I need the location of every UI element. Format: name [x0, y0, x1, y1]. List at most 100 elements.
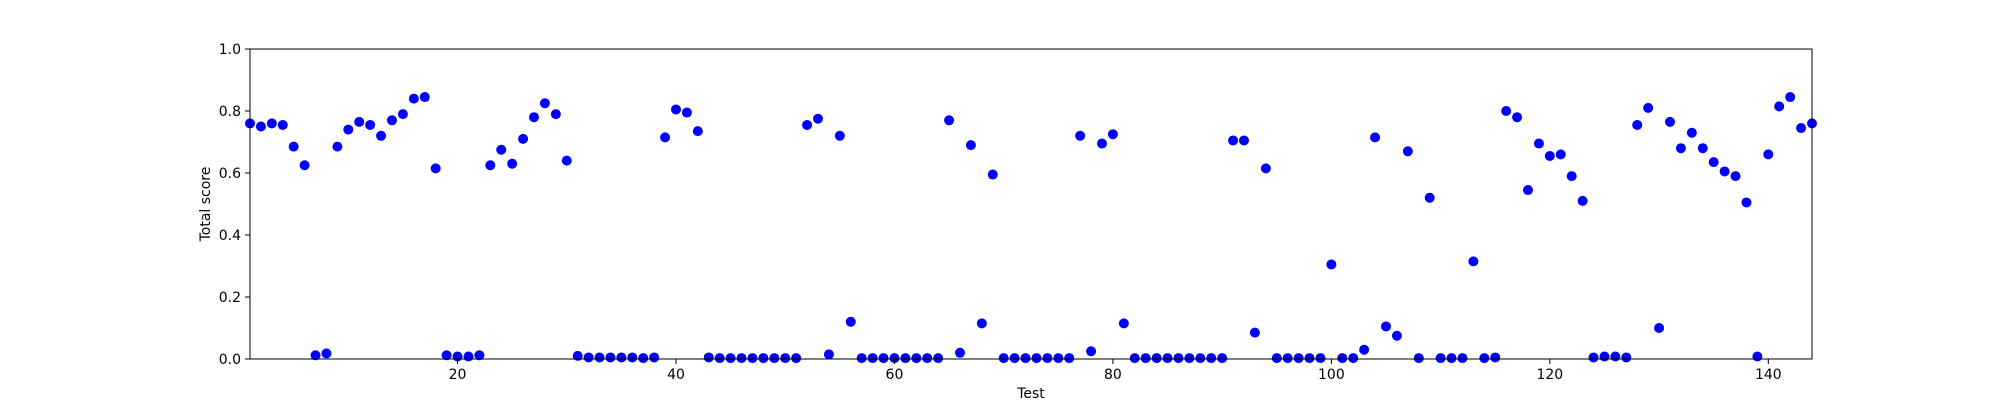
- data-point: [354, 116, 365, 127]
- y-tick-label: 0.8: [219, 104, 241, 120]
- data-point: [1206, 353, 1217, 364]
- data-point: [867, 353, 878, 364]
- data-point: [310, 350, 321, 361]
- data-point: [1490, 352, 1501, 363]
- data-point: [1643, 102, 1654, 113]
- y-tick-label: 0.0: [219, 352, 241, 368]
- data-point: [1129, 353, 1140, 364]
- data-point: [605, 352, 616, 363]
- x-tick-label: 120: [1536, 367, 1563, 383]
- data-point: [463, 351, 474, 362]
- data-point: [976, 318, 987, 329]
- data-point: [1468, 256, 1479, 267]
- data-point: [529, 112, 539, 123]
- data-point: [1730, 171, 1741, 182]
- data-point: [441, 350, 452, 361]
- data-point: [1752, 351, 1763, 362]
- data-point: [1337, 353, 1348, 364]
- data-point: [1053, 353, 1064, 364]
- data-point: [1031, 353, 1042, 364]
- data-point: [583, 352, 594, 363]
- data-point: [518, 133, 529, 144]
- data-point: [813, 113, 823, 124]
- x-tick-label: 20: [449, 367, 467, 383]
- data-point: [1064, 353, 1075, 364]
- data-point: [572, 350, 583, 361]
- data-point: [1654, 323, 1665, 333]
- data-point: [1140, 353, 1151, 364]
- data-point: [397, 109, 408, 120]
- data-point: [1479, 353, 1490, 364]
- data-point: [987, 169, 998, 180]
- data-point: [376, 130, 387, 141]
- data-point: [1151, 353, 1162, 364]
- data-point: [1228, 135, 1239, 146]
- data-point: [1097, 138, 1107, 149]
- data-point: [1457, 353, 1468, 364]
- data-point: [1217, 353, 1228, 364]
- data-point: [834, 130, 845, 141]
- data-point: [1588, 352, 1599, 363]
- data-point: [933, 353, 944, 364]
- data-point: [1708, 157, 1719, 168]
- data-point: [1686, 127, 1697, 138]
- data-point: [496, 144, 507, 155]
- data-point: [1621, 352, 1632, 363]
- data-point: [1271, 353, 1282, 364]
- data-point: [692, 126, 703, 137]
- data-point: [791, 353, 802, 364]
- data-point: [387, 115, 397, 126]
- data-point: [965, 140, 976, 151]
- data-point: [1675, 143, 1686, 154]
- data-point: [1555, 149, 1566, 160]
- data-point: [681, 107, 692, 118]
- data-point: [594, 352, 605, 363]
- x-axis-ticks: 20 40 60 80 100 120 140: [449, 359, 1782, 383]
- data-point: [1184, 353, 1195, 364]
- data-point: [1402, 146, 1413, 157]
- data-point: [1763, 149, 1774, 160]
- data-point: [1533, 138, 1544, 149]
- data-point: [539, 98, 550, 109]
- data-point: [1566, 171, 1577, 182]
- data-point: [419, 92, 430, 103]
- data-point: [900, 353, 911, 364]
- data-point: [1424, 192, 1435, 203]
- data-point: [758, 353, 769, 364]
- data-point: [1796, 123, 1807, 134]
- data-point: [299, 160, 310, 171]
- data-point: [1501, 106, 1512, 116]
- data-point: [1239, 135, 1249, 146]
- x-axis-label: Test: [1016, 386, 1045, 400]
- x-tick-label: 80: [1104, 367, 1122, 383]
- data-point: [1665, 116, 1675, 127]
- data-point: [288, 141, 299, 152]
- data-point: [747, 353, 758, 364]
- data-point: [1348, 353, 1359, 364]
- data-point: [561, 155, 572, 166]
- data-point: [430, 163, 441, 174]
- data-point: [845, 316, 856, 327]
- data-point: [769, 353, 780, 364]
- data-point: [1173, 353, 1184, 364]
- data-point: [1599, 351, 1610, 362]
- data-point: [1413, 353, 1424, 364]
- data-point: [1523, 185, 1533, 196]
- data-point: [1020, 353, 1031, 364]
- data-point: [856, 353, 867, 364]
- data-point: [332, 141, 343, 152]
- data-point: [714, 353, 725, 364]
- x-tick-label: 60: [886, 367, 904, 383]
- data-point: [649, 352, 660, 363]
- data-point: [550, 109, 561, 120]
- data-point: [1544, 150, 1555, 161]
- data-point: [627, 352, 638, 363]
- y-axis-label: Total score: [198, 167, 214, 243]
- data-point: [1195, 353, 1206, 364]
- x-tick-label: 140: [1755, 367, 1782, 383]
- x-tick-label: 40: [667, 367, 685, 383]
- data-point: [780, 353, 791, 364]
- data-point: [1075, 130, 1086, 141]
- data-point: [1697, 143, 1708, 154]
